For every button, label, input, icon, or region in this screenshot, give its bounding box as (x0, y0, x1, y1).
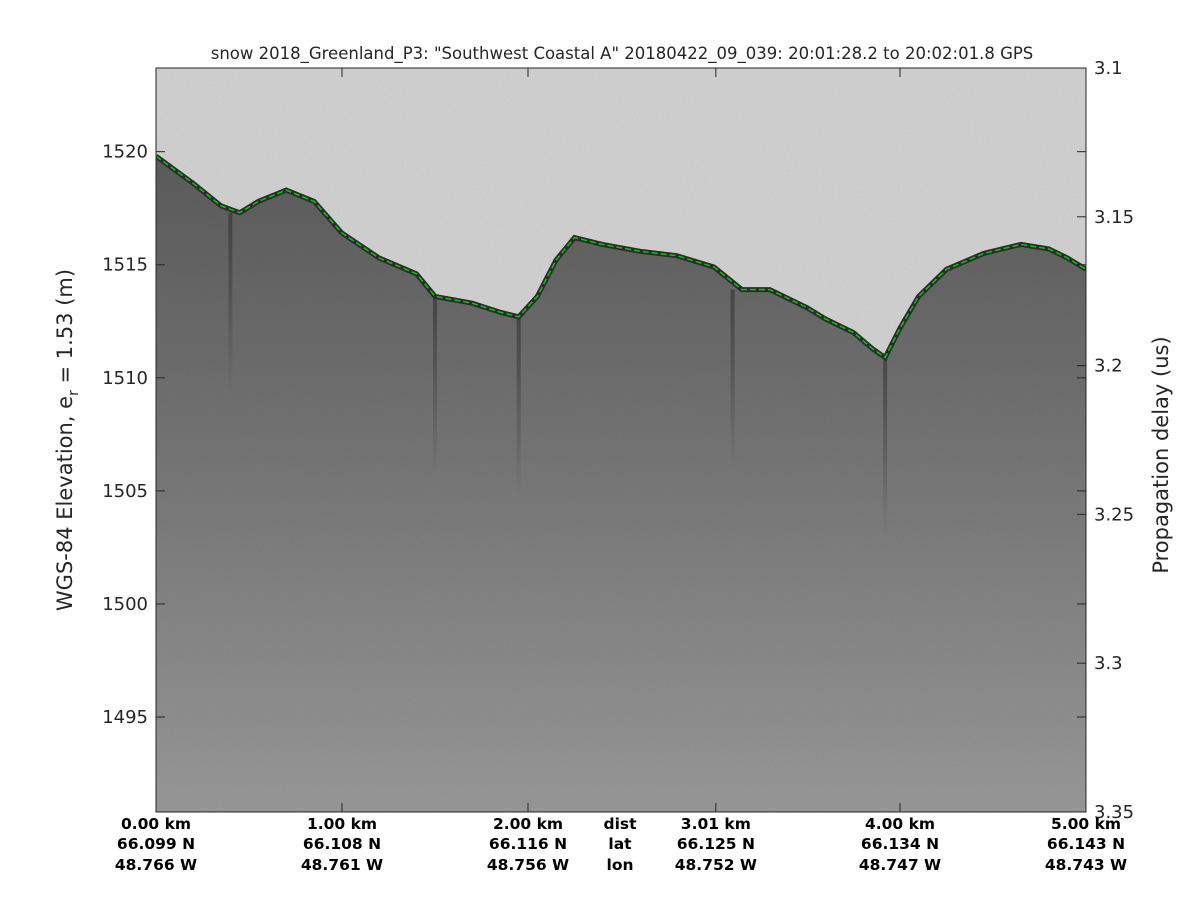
x-tick-label-lon: 48.766 W (115, 856, 197, 874)
right-axis-ticks: 3.1 3.15 3.2 3.25 3.3 3.35 (1077, 58, 1134, 823)
right-tick-label: 3.15 (1094, 207, 1134, 228)
left-tick-label: 1520 (102, 142, 148, 163)
left-axis-ticks: 1520 1515 1510 1505 1500 1495 (102, 142, 1086, 728)
echogram-image (156, 68, 1086, 812)
echo-streaks (228, 212, 888, 538)
left-axis-label: WGS-84 Elevation, er = 1.53 (m) (53, 269, 82, 611)
x-tick-label-dist: 4.00 km (865, 815, 935, 833)
left-tick-label: 1515 (102, 255, 148, 276)
echo-streak (883, 357, 888, 538)
row-label-dist: dist (603, 815, 637, 833)
left-axis-label-main: WGS-84 Elevation, e (53, 396, 77, 611)
surface-tracker-line (156, 155, 1086, 359)
right-tick-label: 3.25 (1094, 504, 1134, 525)
right-tick-label: 3.1 (1094, 58, 1123, 79)
x-tick-label-dist: 1.00 km (307, 815, 377, 833)
x-tick-label-lat: 66.134 N (861, 835, 939, 853)
right-tick-label: 3.2 (1094, 356, 1123, 377)
chart-title: snow 2018_Greenland_P3: "Southwest Coast… (211, 44, 1034, 64)
echo-streak (228, 212, 233, 393)
x-tick-label-dist: 2.00 km (493, 815, 563, 833)
left-tick-label: 1500 (102, 594, 148, 615)
x-tick-label-lat: 66.108 N (303, 835, 381, 853)
left-tick-label: 1495 (102, 707, 148, 728)
row-label-lat: lat (608, 835, 632, 853)
echo-streak (516, 316, 521, 497)
left-tick-label: 1510 (102, 368, 148, 389)
x-tick-label-lat: 66.116 N (489, 835, 567, 853)
x-tick-label-lon: 48.761 W (301, 856, 383, 874)
x-tick-label-lon: 48.752 W (675, 856, 757, 874)
row-label-lon: lon (607, 856, 634, 874)
left-tick-label: 1505 (102, 481, 148, 502)
x-tick-label-lat: 66.143 N (1047, 835, 1125, 853)
x-tick-label-lon: 48.756 W (487, 856, 569, 874)
x-tick-label-lon: 48.743 W (1045, 856, 1127, 874)
x-tick-label-lon: 48.747 W (859, 856, 941, 874)
x-tick-label-dist: 3.01 km (681, 815, 751, 833)
right-tick-label: 3.3 (1094, 653, 1123, 674)
x-axis-ticks: 0.00 km 66.099 N 48.766 W 1.00 km 66.108 N 48… (115, 68, 1127, 874)
echo-streak (730, 289, 735, 470)
right-axis-label: Propagation delay (us) (1149, 336, 1173, 573)
x-tick-label-lat: 66.125 N (677, 835, 755, 853)
left-axis-label-suffix: = 1.53 (m) (53, 269, 77, 390)
x-tick-label-dist: 5.00 km (1051, 815, 1121, 833)
x-tick-label-lat: 66.099 N (117, 835, 195, 853)
snow-layer-region (156, 156, 1086, 812)
echo-streak (433, 296, 437, 477)
left-axis-label-subscript: r (66, 390, 82, 396)
right-tick-label: 3.35 (1094, 802, 1134, 823)
x-tick-label-dist: 0.00 km (121, 815, 191, 833)
plot-frame (155, 67, 1087, 813)
